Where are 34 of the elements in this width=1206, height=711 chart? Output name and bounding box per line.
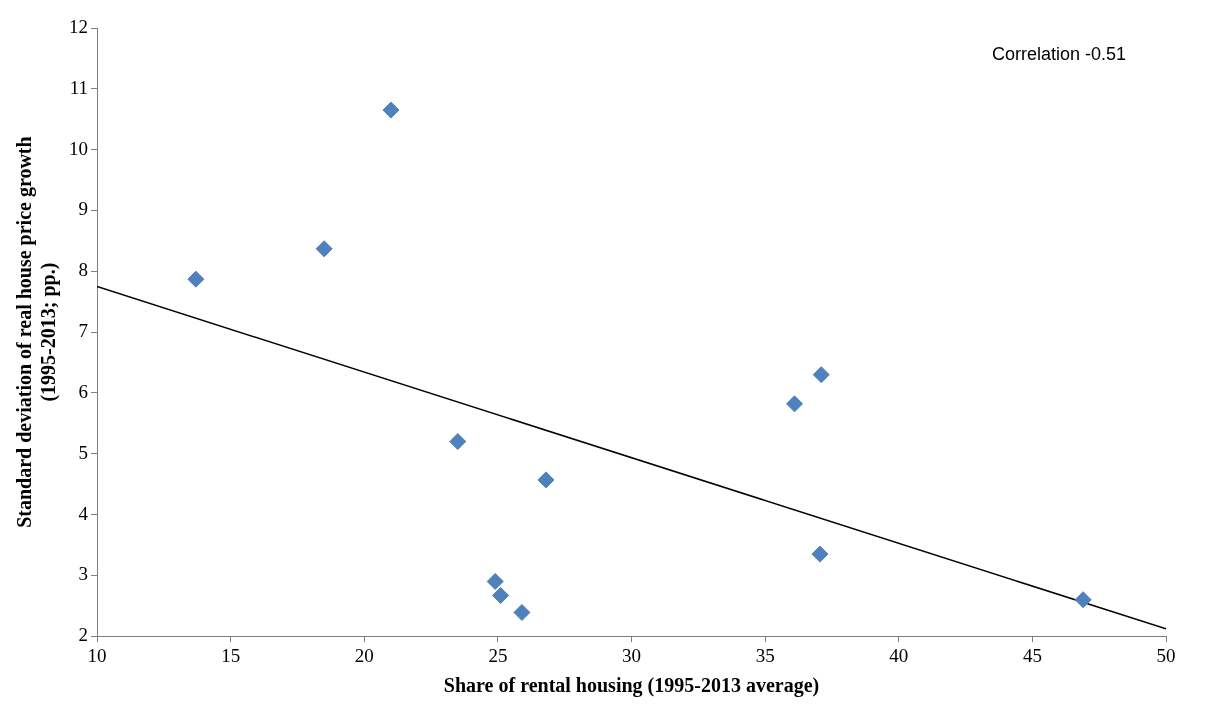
x-tick-label: 15 bbox=[221, 644, 241, 666]
point bbox=[786, 395, 804, 413]
annotation: Correlation -0.51 bbox=[991, 43, 1126, 64]
x-tick-label: 45 bbox=[1022, 644, 1042, 666]
point bbox=[187, 270, 205, 288]
point bbox=[537, 471, 555, 489]
y-tick-label: 12 bbox=[69, 15, 88, 37]
x-tick-label: 40 bbox=[889, 644, 909, 666]
x-tick-label: 30 bbox=[622, 644, 641, 666]
x-axis-title: Share of rental housing (1995-2013 average) bbox=[443, 674, 820, 698]
y-tick-label: 2 bbox=[78, 624, 88, 646]
x-tick-label: 20 bbox=[354, 644, 374, 666]
y-tick-label: 4 bbox=[78, 502, 89, 524]
point bbox=[382, 101, 400, 119]
x-tick-label: 25 bbox=[488, 644, 508, 666]
point bbox=[492, 586, 510, 604]
point bbox=[449, 433, 467, 451]
y-tick-label: 10 bbox=[69, 137, 88, 159]
y-axis-title: Standard deviation of real house price growth (1995-2013; pp.) bbox=[13, 136, 61, 528]
point bbox=[315, 240, 333, 258]
point bbox=[812, 366, 830, 384]
y-tick-label: 5 bbox=[78, 441, 88, 463]
y-tick-label: 8 bbox=[78, 259, 88, 281]
point bbox=[1074, 591, 1092, 609]
y-tick-label: 11 bbox=[69, 76, 88, 98]
point bbox=[486, 572, 504, 590]
x-tick-label: 50 bbox=[1156, 644, 1176, 666]
y-tick-label: 6 bbox=[78, 380, 88, 402]
x-tick-label: 35 bbox=[755, 644, 775, 666]
y-tick-label: 7 bbox=[78, 320, 88, 342]
y-tick-label: 3 bbox=[78, 563, 88, 585]
point bbox=[811, 545, 829, 563]
y-tick-label: 9 bbox=[78, 198, 88, 220]
point bbox=[513, 603, 531, 621]
